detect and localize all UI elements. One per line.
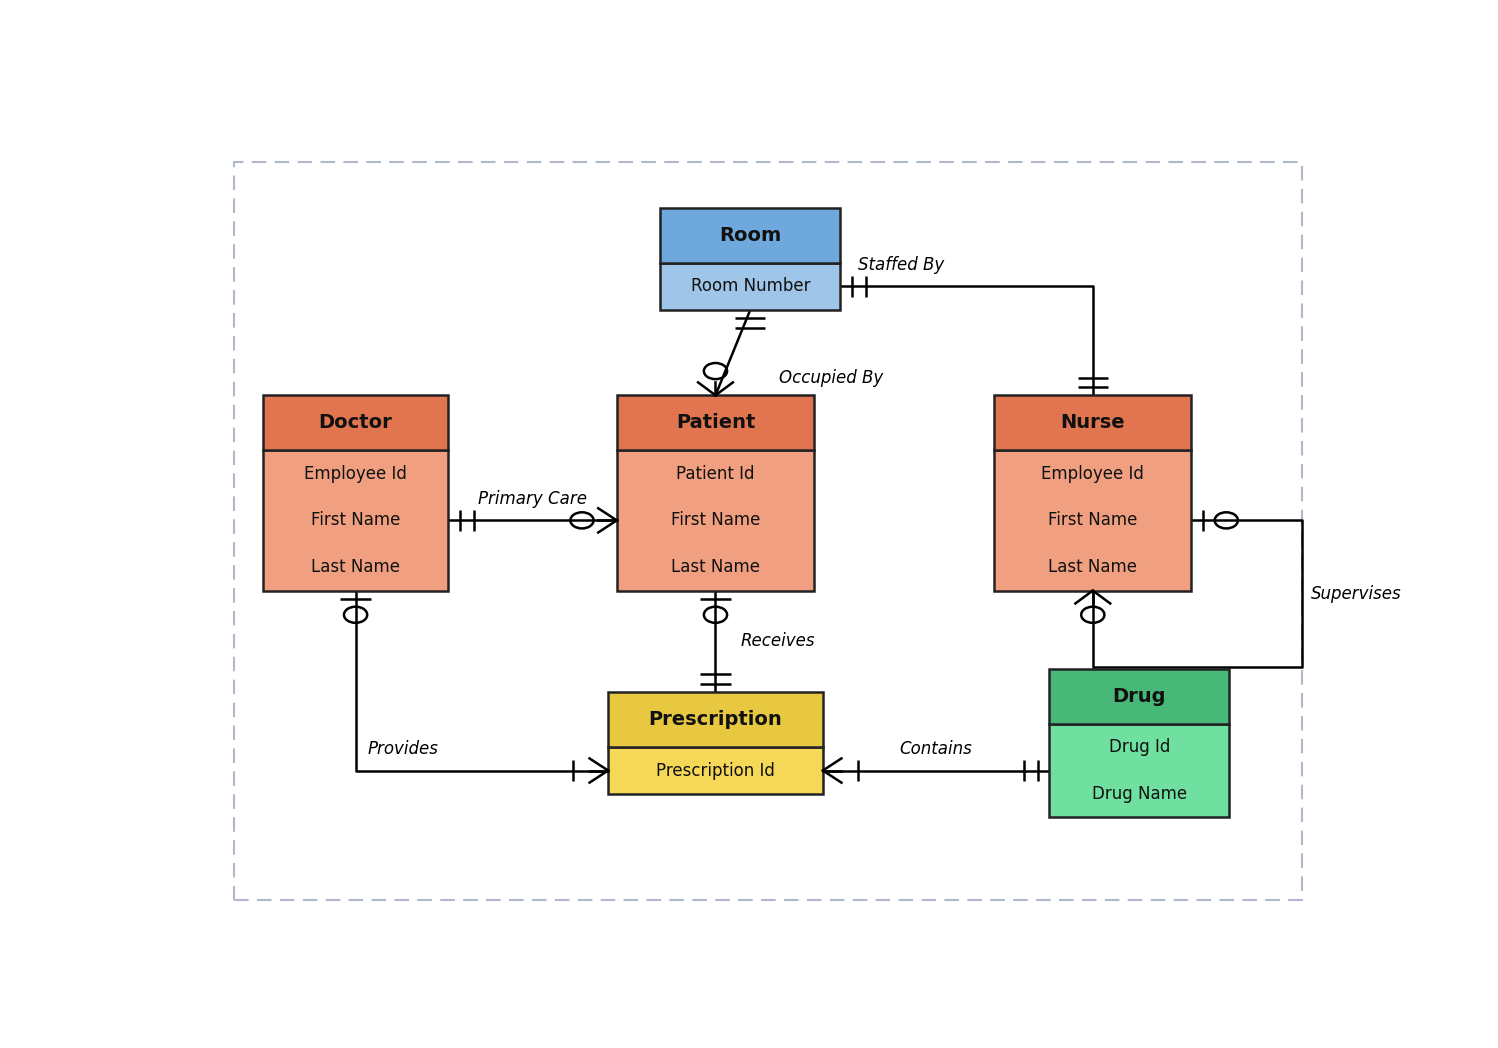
Text: Employee Id: Employee Id: [1041, 464, 1144, 482]
Text: Doctor: Doctor: [319, 413, 392, 432]
Text: Drug Name: Drug Name: [1092, 785, 1186, 803]
Text: Drug: Drug: [1113, 686, 1165, 705]
Text: First Name: First Name: [671, 511, 759, 529]
FancyBboxPatch shape: [617, 395, 815, 451]
Text: Drug Id: Drug Id: [1109, 738, 1170, 756]
FancyBboxPatch shape: [1049, 724, 1230, 817]
Text: Room: Room: [719, 226, 782, 245]
FancyBboxPatch shape: [661, 263, 840, 310]
Text: Last Name: Last Name: [1049, 559, 1137, 576]
Text: Last Name: Last Name: [671, 559, 759, 576]
FancyBboxPatch shape: [617, 451, 815, 591]
Text: Provides: Provides: [367, 741, 437, 759]
Text: Employee Id: Employee Id: [304, 464, 407, 482]
Text: Prescription Id: Prescription Id: [656, 762, 774, 780]
Text: Receives: Receives: [742, 632, 815, 651]
FancyBboxPatch shape: [608, 693, 822, 747]
FancyBboxPatch shape: [262, 395, 448, 451]
Text: Last Name: Last Name: [312, 559, 400, 576]
Text: Contains: Contains: [900, 741, 972, 759]
Text: Patient: Patient: [676, 413, 755, 432]
Text: Room Number: Room Number: [691, 278, 810, 296]
FancyBboxPatch shape: [995, 395, 1191, 451]
Text: Supervises: Supervises: [1311, 585, 1402, 603]
FancyBboxPatch shape: [661, 209, 840, 263]
Text: Occupied By: Occupied By: [779, 369, 884, 387]
FancyBboxPatch shape: [262, 451, 448, 591]
FancyBboxPatch shape: [608, 747, 822, 794]
FancyBboxPatch shape: [995, 451, 1191, 591]
Text: Primary Care: Primary Care: [478, 490, 587, 508]
Text: First Name: First Name: [1049, 511, 1137, 529]
FancyBboxPatch shape: [1049, 669, 1230, 724]
Text: Patient Id: Patient Id: [676, 464, 755, 482]
Text: Prescription: Prescription: [649, 711, 782, 729]
Text: Staffed By: Staffed By: [858, 257, 944, 275]
Text: First Name: First Name: [312, 511, 400, 529]
Text: Nurse: Nurse: [1061, 413, 1125, 432]
